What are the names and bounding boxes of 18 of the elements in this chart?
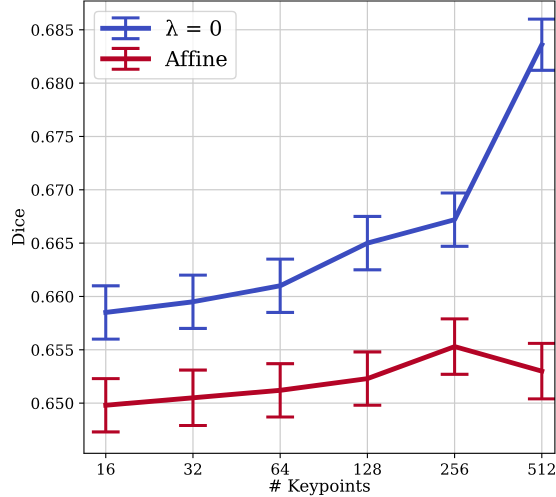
y-tick-label: 0.675 xyxy=(32,130,74,142)
x-tick-label: 256 xyxy=(441,463,468,475)
y-tick-label: 0.655 xyxy=(32,344,74,356)
x-tick-label: 16 xyxy=(98,463,115,475)
x-tick-label: 512 xyxy=(528,463,555,475)
x-tick-label: 128 xyxy=(354,463,381,475)
y-tick-label: 0.650 xyxy=(32,398,74,410)
y-tick-label: 0.670 xyxy=(32,184,74,196)
y-tick-label: 0.685 xyxy=(32,24,74,36)
y-axis-title: Dice xyxy=(12,209,24,246)
x-axis-title: # Keypoints xyxy=(269,479,370,496)
legend-label: λ = 0 xyxy=(166,20,221,36)
x-tick-label: 64 xyxy=(271,463,290,475)
x-tick-label: 32 xyxy=(184,463,202,475)
y-tick-label: 0.665 xyxy=(32,238,74,250)
y-tick-label: 0.680 xyxy=(32,78,74,90)
y-tick-label: 0.660 xyxy=(32,290,74,302)
legend-label: Affine xyxy=(165,50,227,66)
